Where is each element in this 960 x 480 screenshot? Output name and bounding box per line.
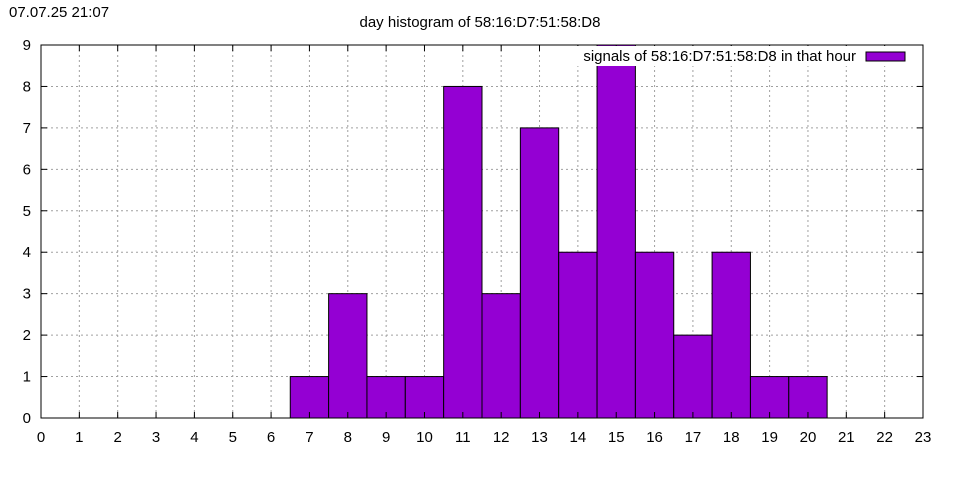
bar-hour-18 — [711, 251, 751, 419]
y-tick-label: 5 — [23, 203, 31, 220]
y-tick-label: 8 — [23, 78, 31, 95]
x-tick-label: 0 — [37, 429, 45, 446]
bar-hour-11 — [443, 85, 483, 419]
bar-hour-17 — [673, 334, 713, 419]
x-tick-label: 23 — [915, 429, 932, 446]
y-tick-label: 4 — [23, 244, 31, 261]
bars — [289, 44, 828, 419]
x-tick-label: 22 — [876, 429, 893, 446]
x-tick-label: 19 — [761, 429, 778, 446]
x-tick-label: 6 — [267, 429, 275, 446]
y-tick-label: 1 — [23, 369, 31, 386]
x-tick-label: 2 — [114, 429, 122, 446]
x-tick-label: 20 — [800, 429, 817, 446]
x-tick-label: 17 — [685, 429, 702, 446]
legend: signals of 58:16:D7:51:58:D8 in that hou… — [540, 46, 922, 66]
axis-ticks: 0 1 2 3 4 5 6 7 8 9 10 11 12 13 14 15 16 17 18 19 20 21 22 2301… — [23, 37, 932, 446]
bar-hour-7 — [289, 376, 330, 419]
x-tick-label: 7 — [305, 429, 313, 446]
x-tick-label: 8 — [344, 429, 352, 446]
x-tick-label: 13 — [531, 429, 548, 446]
bar-hour-16 — [634, 251, 675, 419]
bar-hour-10 — [404, 376, 445, 419]
y-tick-label: 2 — [23, 327, 31, 344]
x-tick-label: 11 — [455, 429, 471, 446]
x-tick-label: 15 — [608, 429, 625, 446]
legend-background — [540, 46, 922, 66]
x-tick-label: 4 — [190, 429, 198, 446]
bar-hour-13 — [519, 127, 560, 419]
bar-hour-19 — [749, 376, 790, 419]
x-tick-label: 14 — [570, 429, 587, 446]
x-tick-label: 1 — [75, 429, 83, 446]
x-tick-label: 5 — [229, 429, 237, 446]
y-tick-label: 0 — [23, 410, 31, 427]
x-tick-label: 21 — [838, 429, 855, 446]
x-tick-label: 3 — [152, 429, 160, 446]
x-tick-label: 9 — [382, 429, 390, 446]
y-tick-label: 9 — [23, 37, 31, 54]
x-tick-label: 16 — [646, 429, 663, 446]
y-tick-label: 7 — [23, 120, 31, 137]
bar-hour-12 — [481, 293, 521, 419]
timestamp: 07.07.25 21:07 — [9, 4, 110, 21]
bar-hour-14 — [558, 251, 598, 419]
x-tick-label: 10 — [416, 429, 433, 446]
y-tick-label: 3 — [23, 286, 31, 303]
bar-hour-9 — [366, 376, 406, 419]
x-tick-label: 18 — [723, 429, 740, 446]
bar-hour-8 — [328, 293, 368, 419]
legend-label: signals of 58:16:D7:51:58:D8 in that hou… — [583, 48, 856, 65]
x-tick-label: 12 — [493, 429, 510, 446]
bar-hour-20 — [788, 376, 828, 419]
plot-border — [40, 44, 924, 419]
chart-title: day histogram of 58:16:D7:51:58:D8 — [360, 14, 601, 31]
legend-swatch — [865, 51, 906, 62]
y-tick-label: 6 — [23, 161, 31, 178]
bar-hour-15 — [596, 44, 636, 419]
